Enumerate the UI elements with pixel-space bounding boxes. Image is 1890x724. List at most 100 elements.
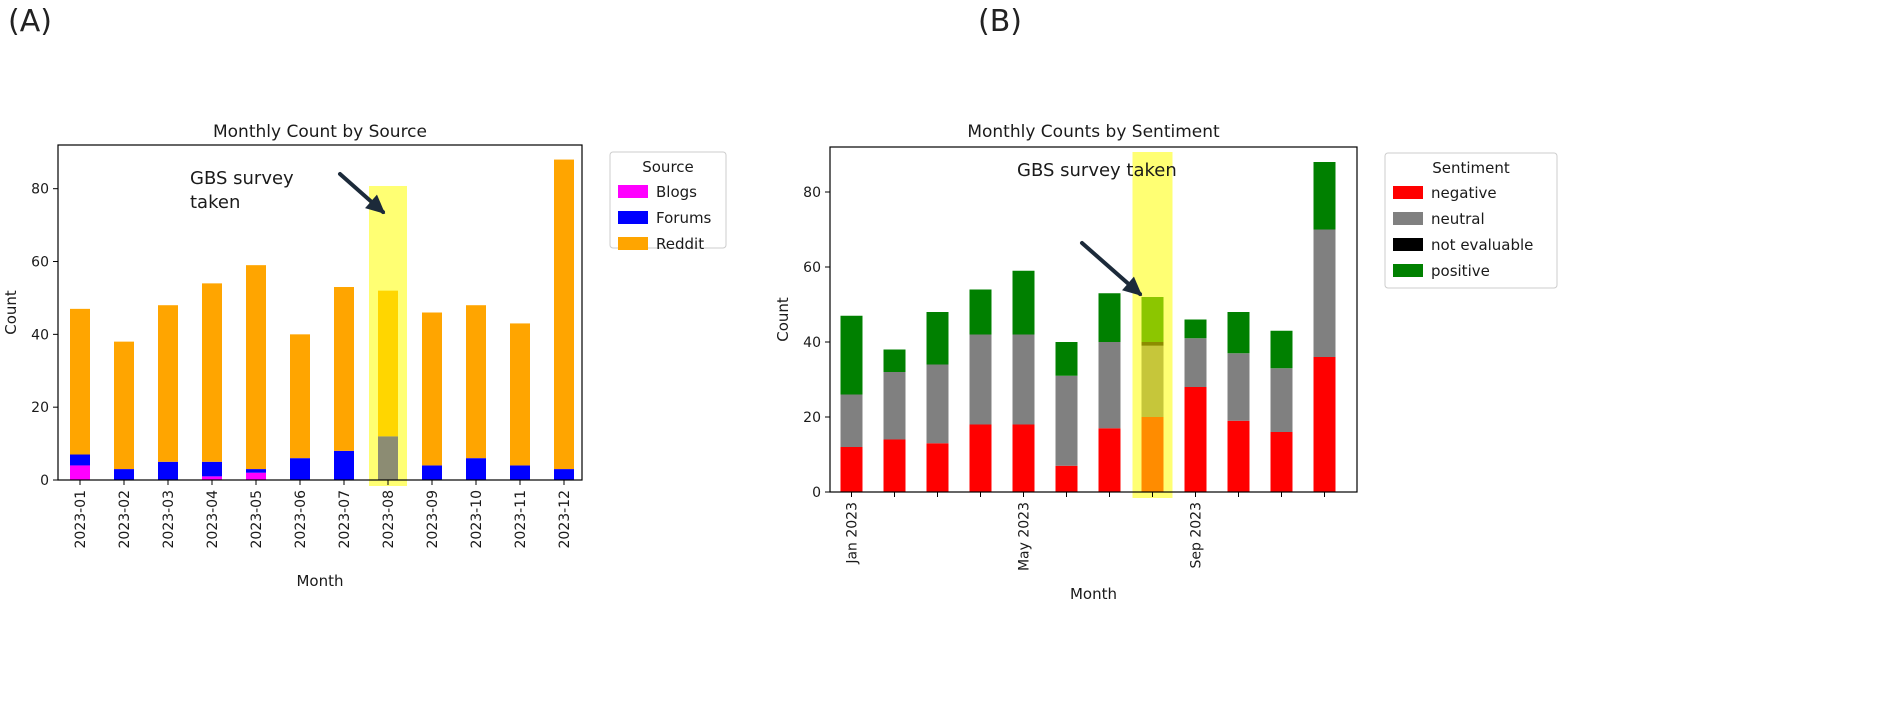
bar-negative-2023-10	[1227, 420, 1250, 492]
bar-neutral-2023-10	[1227, 353, 1250, 421]
legend-label-positive: positive	[1431, 262, 1490, 280]
annotation-text: GBS survey	[190, 168, 294, 189]
y-tick-label: 80	[31, 182, 49, 198]
y-tick-label: 60	[803, 260, 821, 276]
bar-Blogs-2023-05	[246, 472, 266, 480]
bar-negative-2023-12	[1313, 357, 1336, 492]
x-tick-label: 2023-03	[161, 490, 177, 549]
bar-Forums-2023-07	[334, 450, 354, 480]
bar-Blogs-2023-01	[70, 465, 90, 480]
bar-Forums-2023-12	[554, 469, 574, 480]
bar-positive-2023-12	[1313, 162, 1336, 230]
legend-swatch-Blogs	[618, 185, 648, 198]
bar-positive-2023-09	[1184, 319, 1207, 339]
bar-neutral-2023-09	[1184, 338, 1207, 387]
bar-Reddit-2023-03	[158, 305, 178, 462]
bar-Reddit-2023-12	[554, 159, 574, 470]
x-tick-label: 2023-10	[469, 490, 485, 549]
bar-negative-2023-11	[1270, 432, 1293, 492]
bar-negative-2023-05	[1012, 424, 1035, 492]
plot-frame	[57, 144, 583, 481]
bar-positive-2023-01	[840, 315, 863, 395]
bar-Forums-2023-02	[114, 469, 134, 480]
x-tick-label: 2023-04	[205, 490, 221, 549]
bar-Forums-2023-11	[510, 465, 530, 480]
annotation-text: taken	[190, 192, 240, 213]
x-tick-label: 2023-12	[557, 490, 573, 549]
survey-highlight-band	[369, 186, 407, 486]
legend-label-Blogs: Blogs	[656, 183, 697, 201]
legend-swatch-positive	[1393, 264, 1423, 277]
y-tick-label: 40	[803, 335, 821, 351]
bar-Forums-2023-04	[202, 461, 222, 477]
x-tick-label: 2023-02	[117, 490, 133, 549]
bar-Forums-2023-10	[466, 458, 486, 480]
bar-positive-2023-10	[1227, 312, 1250, 354]
y-axis-label: Count	[2, 290, 20, 335]
bar-neutral-2023-11	[1270, 368, 1293, 432]
bar-negative-2023-07	[1098, 428, 1121, 492]
bar-positive-2023-07	[1098, 293, 1121, 342]
bar-neutral-2023-01	[840, 394, 863, 447]
y-tick-label: 20	[803, 410, 821, 426]
legend-title: Sentiment	[1432, 159, 1510, 177]
bar-Forums-2023-03	[158, 461, 178, 480]
y-tick-label: 60	[31, 255, 49, 271]
chart-title: Monthly Counts by Sentiment	[967, 122, 1220, 142]
x-axis-label: Month	[1070, 585, 1117, 603]
bar-Forums-2023-06	[290, 458, 310, 480]
legend-swatch-Reddit	[618, 237, 648, 250]
bar-Reddit-2023-01	[70, 308, 90, 455]
bar-negative-2023-06	[1055, 465, 1078, 492]
annotation-arrow-head	[1122, 276, 1143, 296]
bar-Reddit-2023-05	[246, 265, 266, 470]
legend-label-negative: negative	[1431, 184, 1497, 202]
legend-box	[1384, 152, 1558, 289]
legend-label-Reddit: Reddit	[656, 235, 704, 253]
survey-highlight-band	[1132, 152, 1173, 498]
panel-a-label: (A)	[8, 4, 52, 39]
bar-Reddit-2023-10	[466, 305, 486, 459]
bar-negative-2023-01	[840, 447, 863, 492]
legend-label-not-evaluable: not evaluable	[1431, 236, 1533, 254]
bar-Blogs-2023-04	[202, 476, 222, 480]
legend-swatch-Forums	[618, 211, 648, 224]
legend-swatch-neutral	[1393, 212, 1423, 225]
bar-Reddit-2023-06	[290, 334, 310, 459]
y-tick-label: 0	[812, 485, 821, 501]
bar-negative-2023-04	[969, 424, 992, 492]
x-tick-label: May 2023	[1017, 502, 1033, 571]
x-tick-label: 2023-08	[381, 490, 397, 549]
annotation-text: GBS survey taken	[1017, 160, 1177, 181]
x-axis-label: Month	[296, 572, 343, 590]
bar-neutral-2023-06	[1055, 375, 1078, 466]
y-tick-label: 0	[40, 473, 49, 489]
y-tick-label: 20	[31, 400, 49, 416]
bar-Reddit-2023-02	[114, 341, 134, 470]
bar-Forums-2023-09	[422, 465, 442, 480]
bar-Forums-2023-05	[246, 469, 266, 473]
bar-positive-2023-02	[883, 349, 906, 372]
bar-neutral-2023-12	[1313, 229, 1336, 357]
legend-swatch-not-evaluable	[1393, 238, 1423, 251]
bar-positive-2023-11	[1270, 330, 1293, 369]
x-tick-label: 2023-07	[337, 490, 353, 549]
x-tick-label: Jan 2023	[845, 502, 861, 565]
y-tick-label: 40	[31, 327, 49, 343]
y-tick-label: 80	[803, 185, 821, 201]
bar-negative-2023-03	[926, 443, 949, 492]
panel-b-label: (B)	[978, 4, 1022, 39]
legend-title: Source	[642, 158, 694, 176]
x-tick-label: 2023-06	[293, 490, 309, 549]
plot-frame	[829, 146, 1358, 493]
x-tick-label: 2023-05	[249, 490, 265, 549]
x-tick-label: 2023-01	[73, 490, 89, 549]
bar-neutral-2023-02	[883, 372, 906, 440]
y-axis-label: Count	[774, 297, 792, 342]
bar-negative-2023-02	[883, 439, 906, 492]
bar-neutral-2023-07	[1098, 342, 1121, 429]
bar-neutral-2023-03	[926, 364, 949, 444]
bar-positive-2023-05	[1012, 270, 1035, 335]
